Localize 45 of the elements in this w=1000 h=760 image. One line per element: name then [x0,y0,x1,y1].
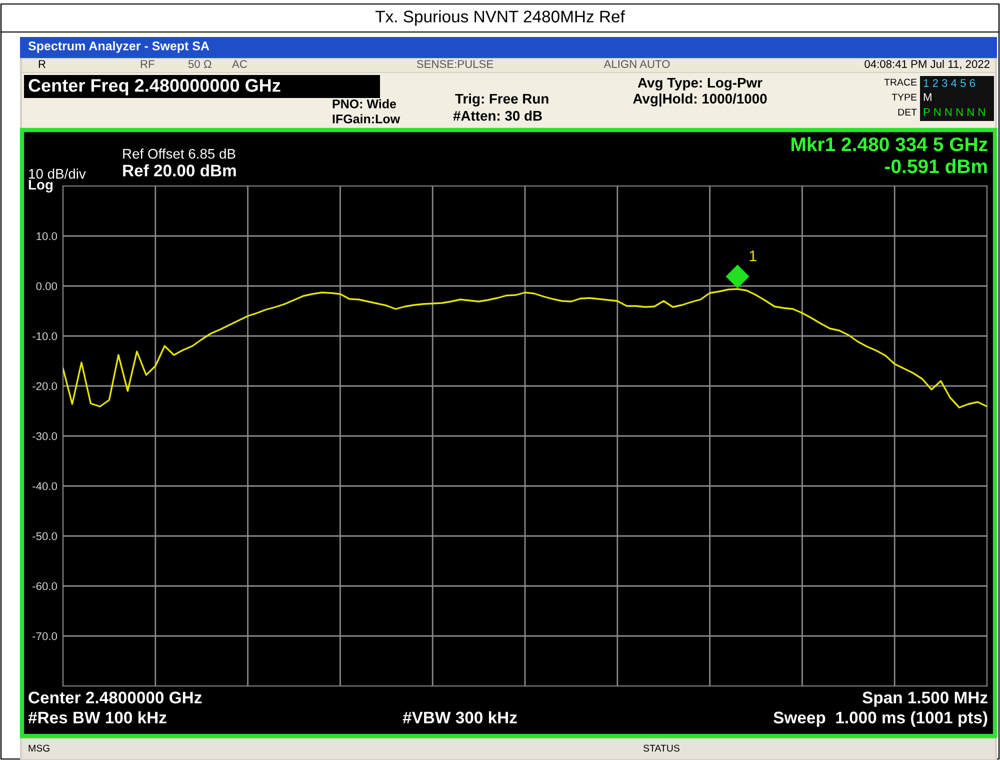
y-tick-label: 10.0 [36,232,58,240]
text: Spectrum Analyzer - Swept SA [28,41,210,53]
text: Log [28,180,53,192]
text: 50 Ω [188,60,212,68]
y-tick-label: -20.0 [32,382,58,390]
text: 1 2 3 4 5 6 [924,79,976,87]
text: RF [140,60,154,68]
text: PNO: Wide [332,99,396,108]
text: SENSE:PULSE [416,60,494,68]
text: TYPE [892,94,917,101]
text: ALIGN AUTO [604,60,670,68]
y-tick-label: -30.0 [32,432,58,440]
y-tick-label: -50.0 [32,532,58,540]
text: Ref 20.00 dBm [123,164,236,176]
text: TRACE [884,78,917,86]
text: Avg Type: Log-Pwr [638,78,762,90]
text: STATUS [643,744,680,752]
text: Trig: Free Run [455,93,548,107]
text: #VBW 300 kHz [402,711,517,724]
annotation: 1 [750,250,756,262]
text: AC [232,60,248,68]
text: MSG [28,744,50,752]
y-tick-label: -10.0 [32,332,58,340]
text: P N N N N N [924,108,985,116]
text: -0.591 dBm [885,158,987,174]
text: #Res BW 100 kHz [28,711,166,724]
text: 04:08:41 PM Jul 11, 2022 [864,60,990,70]
text: 10 dB/div [29,168,86,179]
text: Avg|Hold: 1000/1000 [633,93,767,107]
y-tick-label: 0.00 [36,282,58,290]
chart-title: Tx. Spurious NVNT 2480MHz Ref [375,10,625,26]
text: Ref Offset 6.85 dB [123,148,236,159]
text: #Atten: 30 dB [453,110,542,121]
text: Span 1.500 MHz [862,692,988,707]
text: Mkr1 2.480 334 5 GHz [792,136,988,152]
text: IFGain:Low [332,114,400,124]
text: DET [898,108,917,116]
y-tick-label: -40.0 [32,482,58,490]
y-tick-label: -70.0 [32,632,58,640]
y-tick-label: -60.0 [32,582,58,590]
text: M [924,93,932,101]
text: Sweep 1.000 ms (1001 pts) [774,711,988,727]
text: Center Freq 2.480000000 GHz [28,79,280,96]
text: R [38,60,46,68]
text: Center 2.4800000 GHz [28,692,202,704]
